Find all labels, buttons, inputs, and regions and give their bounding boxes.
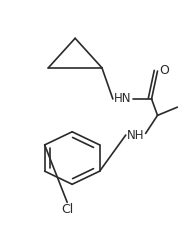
Text: O: O	[159, 64, 169, 77]
Text: HN: HN	[114, 92, 132, 106]
Text: NH: NH	[127, 128, 144, 142]
Text: Cl: Cl	[61, 203, 73, 216]
